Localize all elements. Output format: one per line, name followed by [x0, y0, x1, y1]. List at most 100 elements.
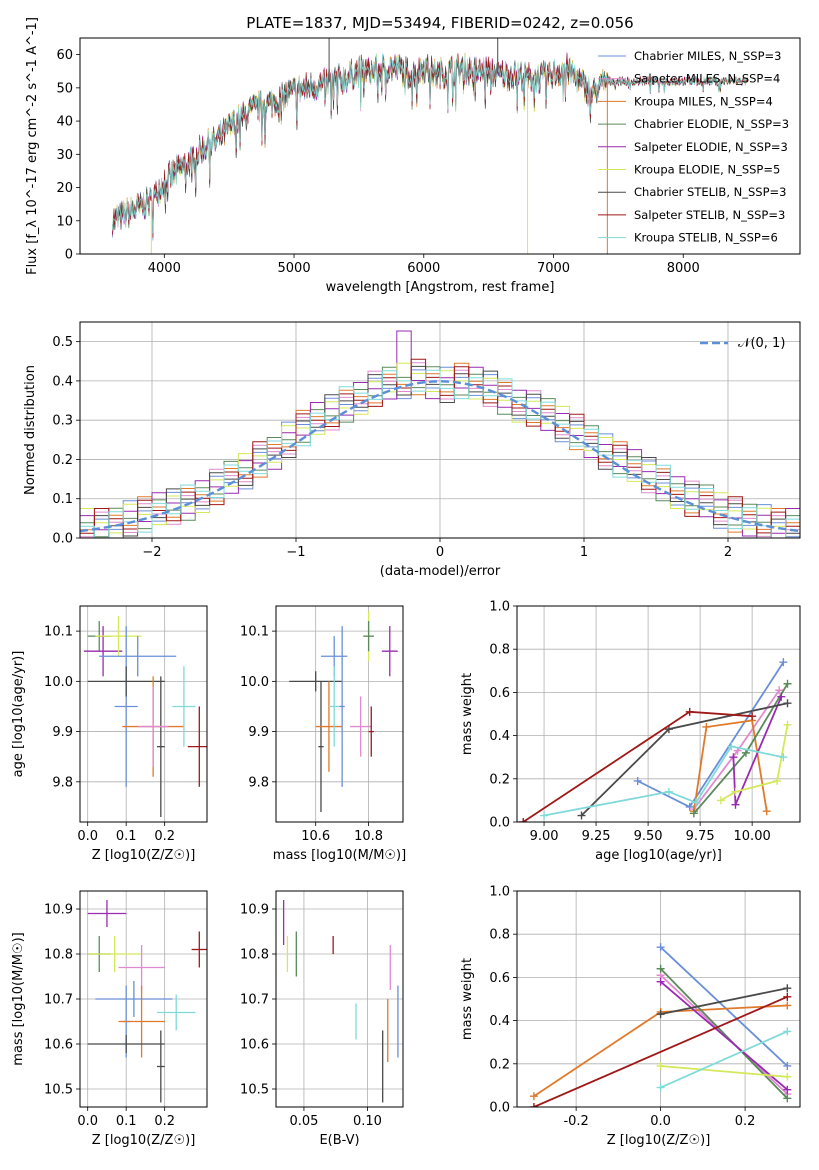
weight-marker: [783, 1094, 792, 1103]
weight-marker: [656, 1010, 665, 1019]
x-tick-label: 0.2: [154, 829, 175, 844]
y-tick-label: 10.5: [44, 1083, 73, 1098]
y-tick-label: 0.8: [489, 928, 510, 943]
x-tick-label: 9.75: [686, 829, 715, 844]
x-tick-label: 0.1: [116, 1114, 137, 1129]
weight-marker: [731, 787, 740, 796]
y-axis-label: mass [log10(M/M☉)]: [11, 932, 26, 1065]
x-tick-label: 0.0: [77, 829, 98, 844]
x-tick-label: 0: [436, 545, 444, 560]
weight-marker: [779, 658, 788, 667]
y-tick-label: 60: [56, 48, 73, 63]
x-tick-label: 9.25: [582, 829, 611, 844]
axes-frame: [79, 605, 208, 823]
weight-marker: [748, 712, 757, 721]
y-tick-label: 0.8: [489, 643, 510, 658]
weight-marker: [783, 1085, 792, 1094]
y-axis-label: mass weight: [460, 958, 475, 1040]
y-tick-label: 10.6: [44, 1038, 73, 1053]
weight-series-line: [659, 946, 788, 1067]
x-tick-label: −1: [286, 545, 305, 560]
y-tick-label: 0.2: [52, 453, 73, 468]
y-tick-label: 0.1: [52, 492, 73, 507]
y-tick-label: 10: [56, 214, 73, 229]
weight-marker: [689, 809, 698, 818]
legend-entry-label: Salpeter STELIB, N_SSP=3: [634, 208, 785, 222]
y-tick-label: 1.0: [489, 600, 510, 615]
weight-marker: [783, 992, 792, 1001]
y-tick-label: 10.1: [44, 625, 73, 640]
weight-marker: [783, 720, 792, 729]
spectrum-series-line: [112, 53, 748, 239]
gaussian-reference-line: [80, 380, 800, 533]
errorbars: [87, 900, 207, 1103]
weight-marker: [577, 811, 586, 820]
weight-series-line: [693, 719, 768, 812]
legend-entry-label: 𝒩(0, 1): [738, 336, 785, 351]
figure-title: PLATE=1837, MJD=53494, FIBERID=0242, z=0…: [246, 14, 633, 32]
x-tick-label: 9.50: [634, 829, 663, 844]
x-tick-label: 10.8: [354, 829, 383, 844]
weight-marker: [779, 753, 788, 762]
weight-series-line: [660, 981, 788, 1091]
x-tick-label: 0.0: [650, 1114, 671, 1129]
y-tick-label: 1.0: [489, 885, 510, 900]
weight-series-line: [533, 995, 788, 1107]
y-tick-label: 0.0: [489, 1101, 510, 1116]
x-tick-label: 0.2: [154, 1114, 175, 1129]
axes-frame: [79, 37, 801, 255]
weight-marker: [702, 722, 711, 731]
axes-frame: [79, 321, 801, 539]
weight-marker: [519, 818, 528, 822]
x-tick-label: 10.6: [301, 829, 330, 844]
y-tick-label: 9.9: [52, 725, 73, 740]
x-tick-label: 4000: [148, 261, 181, 276]
y-axis-label: Flux [f_λ 10^-17 erg cm^-2 s^-1 A^-1]: [25, 17, 40, 275]
y-tick-label: 9.8: [248, 775, 269, 790]
x-tick-label: 0.2: [735, 1114, 756, 1129]
age-vs-metallicity-panel: 0.0 0.1 0.2 9.8 9.9 10.0 10.1 Z [log10(Z/Z☉)] ag…: [11, 605, 208, 863]
weight-vs-age-panel: 9.00 9.25 9.50 9.75 10.00 0.0 0.2 0.4 0.6 0.8 1.0 a…: [460, 600, 801, 863]
y-tick-label: 0.2: [489, 1057, 510, 1072]
weight-series-line: [660, 987, 788, 1015]
legend-entry-label: Kroupa ELODIE, N_SSP=5: [634, 163, 780, 177]
y-tick-label: 0.4: [489, 1014, 510, 1029]
weight-marker: [529, 1092, 538, 1101]
errorbars: [289, 611, 398, 812]
residuals-panel: −2 −1 0 1 2 0.0 0.1 0.2 0.3 0.4 0.5 (data-model)/er…: [23, 321, 801, 579]
y-tick-label: 0.2: [489, 772, 510, 787]
y-tick-label: 0.4: [489, 729, 510, 744]
weight-marker: [727, 742, 736, 751]
y-tick-label: 10.5: [240, 1083, 269, 1098]
y-tick-label: 10.0: [240, 675, 269, 690]
y-tick-label: 0: [65, 248, 73, 263]
y-tick-label: 40: [56, 115, 73, 130]
y-tick-label: 10.8: [240, 948, 269, 963]
weight-marker: [691, 798, 700, 807]
weight-series-line: [660, 1065, 788, 1078]
weight-marker: [783, 1072, 792, 1081]
x-axis-label: mass [log10(M/M☉)]: [273, 848, 406, 863]
x-axis-label: Z [log10(Z/Z☉)]: [92, 848, 196, 863]
x-tick-label: 10.00: [734, 829, 771, 844]
y-axis-label: Normed distribution: [23, 365, 38, 495]
y-tick-label: 10.7: [44, 993, 73, 1008]
histogram-series-line: [80, 369, 800, 538]
x-tick-label: 2: [724, 545, 732, 560]
weight-marker: [685, 707, 694, 716]
axes-frame: [275, 890, 404, 1108]
x-axis-label: Z [log10(Z/Z☉)]: [92, 1133, 196, 1148]
x-axis-label: E(B-V): [319, 1133, 359, 1148]
weight-series-line: [660, 1030, 788, 1089]
y-tick-label: 50: [56, 81, 73, 96]
errorbars: [83, 616, 207, 817]
x-tick-label: 0.05: [289, 1114, 318, 1129]
weight-marker: [783, 1001, 792, 1010]
weight-marker: [685, 802, 694, 811]
legend-entry-label: Kroupa STELIB, N_SSP=6: [634, 231, 778, 245]
histogram-lines: [80, 330, 800, 538]
y-axis-label: mass weight: [460, 673, 475, 755]
x-tick-label: 0.10: [353, 1114, 382, 1129]
spectrum-legend: Chabrier MILES, N_SSP=3 Salpeter MILES, N…: [598, 49, 789, 245]
